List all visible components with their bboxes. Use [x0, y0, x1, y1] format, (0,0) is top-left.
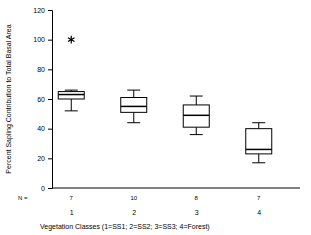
box-body — [58, 92, 84, 99]
x-tick-label: 1 — [70, 209, 74, 216]
y-axis-title: Percent Sapling Contribution to Total Ba… — [5, 24, 13, 173]
median-line — [121, 106, 147, 108]
whisker-cap-low — [65, 110, 78, 111]
y-tick-label: 40 — [37, 125, 45, 132]
y-tick-mark — [48, 69, 52, 70]
whisker-low — [258, 154, 259, 163]
y-tick-label: 120 — [33, 7, 45, 14]
chart: 0 20 40 60 80 100 120 1 2 3 4 N = 7 10 8 7 Percent Sapli… — [0, 0, 311, 235]
x-axis: 1 2 3 4 — [70, 209, 262, 216]
whisker-low — [133, 112, 134, 122]
x-axis-line — [52, 188, 300, 189]
whisker-high — [258, 123, 259, 129]
y-tick-label: 20 — [37, 155, 45, 162]
box — [58, 90, 84, 111]
box — [183, 96, 209, 135]
median-line — [246, 149, 272, 151]
y-tick: 0 — [41, 185, 52, 192]
n-value: 7 — [70, 195, 74, 201]
whisker-cap-high — [127, 90, 140, 91]
y-tick-mark — [48, 129, 52, 130]
y-tick: 120 — [33, 7, 52, 14]
box-body — [121, 98, 147, 113]
box — [246, 123, 272, 163]
y-tick-mark — [48, 10, 52, 11]
y-axis: 0 20 40 60 80 100 120 — [33, 7, 52, 192]
y-tick-mark — [48, 188, 52, 189]
y-tick-mark — [48, 158, 52, 159]
y-tick: 60 — [37, 96, 52, 103]
n-value: 8 — [195, 195, 199, 201]
whisker-low — [71, 99, 72, 111]
box-body — [183, 105, 209, 127]
x-tick: 3 — [195, 209, 199, 216]
box-body — [246, 129, 272, 154]
y-tick: 80 — [37, 66, 52, 73]
y-tick-label: 80 — [37, 66, 45, 73]
y-tick: 40 — [37, 125, 52, 132]
y-tick-label: 0 — [41, 185, 45, 192]
whisker-cap-high — [252, 122, 265, 123]
whisker-high — [196, 96, 197, 105]
whisker-cap-low — [252, 162, 265, 163]
whisker-low — [196, 127, 197, 134]
y-tick: 20 — [37, 155, 52, 162]
box — [121, 90, 147, 123]
plot-area — [58, 36, 272, 163]
x-tick: 4 — [257, 209, 261, 216]
x-tick: 1 — [70, 209, 74, 216]
whisker-cap-low — [127, 122, 140, 123]
outlier — [68, 36, 75, 44]
whisker-high — [133, 90, 134, 97]
whisker-cap-high — [65, 90, 78, 91]
n-label: N = — [18, 195, 28, 201]
whisker-cap-low — [190, 134, 203, 135]
y-tick-label: 60 — [37, 96, 45, 103]
x-tick: 2 — [132, 209, 136, 216]
whisker-cap-high — [190, 96, 203, 97]
y-tick: 100 — [33, 36, 52, 43]
x-axis-title: Vegetation Classes (1=SS1; 2=SS2; 3=SS3;… — [40, 223, 210, 231]
x-tick-label: 3 — [195, 209, 199, 216]
x-tick-label: 4 — [257, 209, 261, 216]
median-line — [183, 115, 209, 117]
median-line — [58, 94, 84, 96]
y-tick-label: 100 — [33, 36, 45, 43]
n-value: 10 — [130, 195, 137, 201]
y-axis-line — [48, 11, 53, 189]
y-tick-mark — [48, 40, 52, 41]
n-value: 7 — [257, 195, 261, 201]
y-tick-mark — [48, 99, 52, 100]
x-tick-label: 2 — [132, 209, 136, 216]
